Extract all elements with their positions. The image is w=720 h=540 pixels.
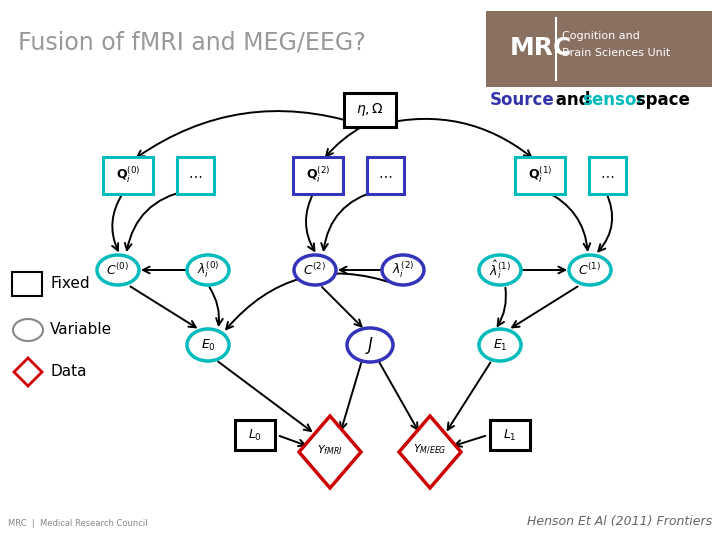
- FancyBboxPatch shape: [293, 157, 343, 193]
- Ellipse shape: [187, 329, 229, 361]
- Text: $J$: $J$: [366, 334, 374, 355]
- Text: Henson Et Al (2011) Frontiers: Henson Et Al (2011) Frontiers: [527, 515, 712, 528]
- Text: $\hat{\lambda}_i^{(1)}$: $\hat{\lambda}_i^{(1)}$: [489, 259, 511, 281]
- FancyBboxPatch shape: [235, 420, 275, 450]
- Polygon shape: [14, 358, 42, 386]
- Polygon shape: [399, 416, 461, 488]
- FancyBboxPatch shape: [588, 157, 626, 193]
- FancyBboxPatch shape: [176, 157, 214, 193]
- Text: $\cdots$: $\cdots$: [188, 168, 202, 182]
- Text: $\cdots$: $\cdots$: [600, 168, 614, 182]
- FancyBboxPatch shape: [344, 93, 396, 127]
- Text: Data: Data: [50, 364, 86, 380]
- Text: Source: Source: [490, 91, 554, 109]
- Ellipse shape: [479, 329, 521, 361]
- Text: $\lambda_i^{(0)}$: $\lambda_i^{(0)}$: [197, 260, 220, 280]
- Ellipse shape: [569, 255, 611, 285]
- Ellipse shape: [479, 255, 521, 285]
- Text: $C^{(2)}$: $C^{(2)}$: [303, 262, 327, 278]
- Text: Variable: Variable: [50, 322, 112, 338]
- FancyBboxPatch shape: [490, 420, 530, 450]
- Text: $Y_{M/EEG}$: $Y_{M/EEG}$: [413, 443, 447, 457]
- FancyBboxPatch shape: [12, 272, 42, 296]
- Text: $\mathbf{Q}_i^{(0)}$: $\mathbf{Q}_i^{(0)}$: [116, 165, 140, 185]
- Text: $L_0$: $L_0$: [248, 428, 262, 443]
- Text: and: and: [550, 91, 596, 109]
- Text: $C^{(1)}$: $C^{(1)}$: [578, 262, 602, 278]
- Ellipse shape: [382, 255, 424, 285]
- Text: Brain Sciences Unit: Brain Sciences Unit: [562, 48, 670, 58]
- FancyBboxPatch shape: [103, 157, 153, 193]
- Polygon shape: [299, 416, 361, 488]
- FancyBboxPatch shape: [366, 157, 403, 193]
- Text: $\mathbf{Q}_i^{(2)}$: $\mathbf{Q}_i^{(2)}$: [306, 165, 330, 185]
- Text: $E_0$: $E_0$: [201, 338, 215, 353]
- Text: MRC  |  Medical Research Council: MRC | Medical Research Council: [8, 519, 148, 528]
- Ellipse shape: [294, 255, 336, 285]
- Text: Fusion of fMRI and MEG/EEG?: Fusion of fMRI and MEG/EEG?: [18, 30, 366, 54]
- Text: $Y_{fMRI}$: $Y_{fMRI}$: [317, 443, 343, 457]
- Text: $L_1$: $L_1$: [503, 428, 517, 443]
- Ellipse shape: [97, 255, 139, 285]
- FancyBboxPatch shape: [486, 11, 712, 87]
- Text: $E_1$: $E_1$: [492, 338, 508, 353]
- FancyBboxPatch shape: [515, 157, 565, 193]
- Text: $\eta, \Omega$: $\eta, \Omega$: [356, 102, 384, 118]
- Text: MRC: MRC: [510, 36, 572, 60]
- Ellipse shape: [347, 328, 393, 362]
- Text: $\mathbf{Q}_i^{(1)}$: $\mathbf{Q}_i^{(1)}$: [528, 165, 552, 185]
- Ellipse shape: [187, 255, 229, 285]
- Text: $\cdots$: $\cdots$: [378, 168, 392, 182]
- Text: space: space: [630, 91, 690, 109]
- Text: sensor: sensor: [582, 91, 644, 109]
- Ellipse shape: [13, 319, 43, 341]
- Text: Fixed: Fixed: [50, 276, 89, 292]
- Text: $C^{(0)}$: $C^{(0)}$: [107, 262, 130, 278]
- Text: $\lambda_i^{(2)}$: $\lambda_i^{(2)}$: [392, 260, 414, 280]
- Text: Cognition and: Cognition and: [562, 31, 640, 41]
